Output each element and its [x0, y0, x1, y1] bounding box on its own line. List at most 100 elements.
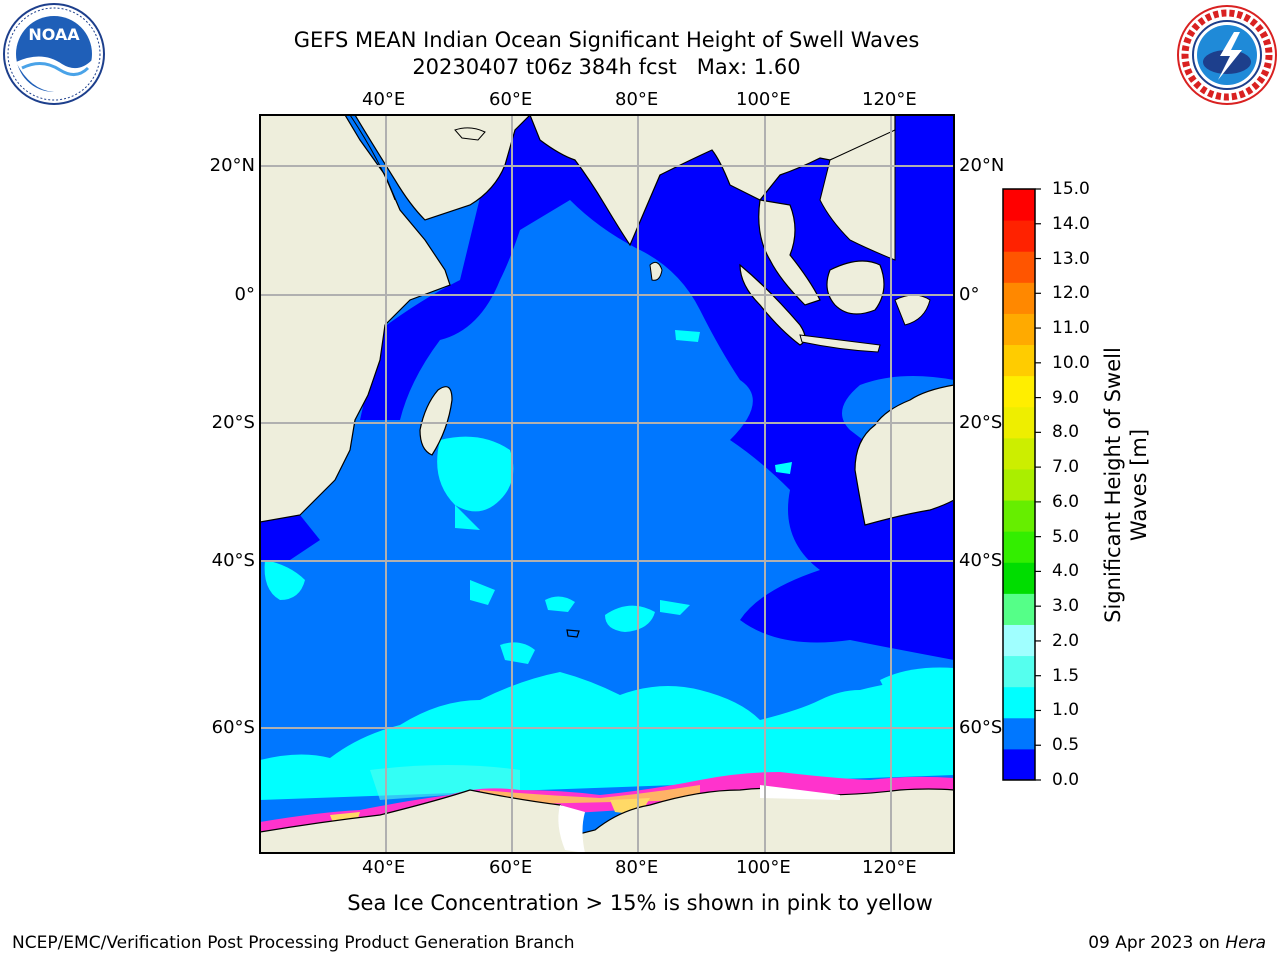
swell-patch-4 — [605, 605, 655, 632]
lon-tick-top-40e: 40°E — [362, 89, 406, 110]
producer-credit: NCEP/EMC/Verification Post Processing Pr… — [12, 933, 575, 953]
ocean-swell-low-west — [260, 515, 320, 560]
colorbar-band — [1003, 748, 1035, 781]
lat-tick-left-0: 0° — [234, 284, 255, 305]
colorbar-tick-label: 12.0 — [1052, 283, 1090, 304]
map-frame — [259, 114, 955, 854]
lon-tick-top-120e: 120°E — [862, 89, 917, 110]
colorbar-band — [1003, 686, 1035, 719]
colorbar-tick-label: 11.0 — [1052, 318, 1090, 339]
lon-tick-bottom-60e: 60°E — [489, 857, 533, 878]
colorbar-band — [1003, 500, 1035, 532]
land-gulf — [454, 127, 486, 141]
colorbar-band — [1003, 344, 1035, 377]
ocean-swell-low-north — [360, 115, 954, 660]
colorbar-tick-label: 9.0 — [1052, 387, 1080, 408]
colorbar-frame — [1002, 188, 1036, 781]
colorbar-tick-label: 10.0 — [1052, 352, 1090, 373]
colorbar-tick-label: 0.5 — [1052, 735, 1080, 756]
land-madagascar — [419, 386, 453, 456]
colorbar-band — [1003, 406, 1035, 439]
ice-shelf-east — [760, 785, 840, 800]
swell-patch-6 — [264, 560, 305, 600]
colorbar-tick-label: 14.0 — [1052, 213, 1090, 234]
lon-tick-top-80e: 80°E — [615, 89, 659, 110]
lon-tick-top-60e: 60°E — [489, 89, 533, 110]
lat-tick-left-60s: 60°S — [211, 717, 255, 738]
generation-stamp: 09 Apr 2023 on Hera — [1088, 933, 1266, 953]
map-area — [260, 115, 954, 853]
colorbar-tick-label: 3.0 — [1052, 596, 1080, 617]
land-antarctica — [260, 787, 954, 853]
lat-tick-left-20s: 20°S — [211, 412, 255, 433]
lon-tick-bottom-40e: 40°E — [362, 857, 406, 878]
colorbar-band — [1003, 655, 1035, 688]
land-indochina — [819, 129, 896, 261]
lat-tick-left-40s: 40°S — [211, 550, 255, 571]
land-arabia — [354, 115, 531, 221]
land-sri-lanka — [649, 261, 663, 281]
colorbar-tick-label: 6.0 — [1052, 491, 1080, 512]
coast-red-sea — [349, 115, 396, 201]
colorbar-tick-label: 5.0 — [1052, 526, 1080, 547]
colorbar-band — [1003, 437, 1035, 470]
colorbar-tick-label: 1.0 — [1052, 700, 1080, 721]
lat-tick-right-40s: 40°S — [959, 550, 1003, 571]
colorbar-tick-label: 8.0 — [1052, 422, 1080, 443]
colorbar-tick-label: 7.0 — [1052, 457, 1080, 478]
colorbar-band — [1003, 624, 1035, 657]
colorbar-band — [1003, 593, 1035, 625]
chart-subtitle: 20230407 t06z 384h fcst Max: 1.60 — [412, 55, 801, 79]
noaa-logo-text: NOAA — [28, 25, 80, 44]
land-australia — [854, 384, 954, 526]
stamp-host: Hera — [1225, 933, 1266, 953]
land-africa — [260, 115, 451, 523]
stamp-date: 09 Apr 2023 on — [1088, 933, 1226, 953]
swell-patch-10 — [775, 462, 792, 474]
colorbar-tick-label: 4.0 — [1052, 561, 1080, 582]
colorbar-band — [1003, 313, 1035, 346]
swell-patch-7 — [470, 580, 495, 605]
colorbar-tick-label: 2.0 — [1052, 630, 1080, 651]
swell-patch-2 — [455, 505, 480, 530]
colorbar-band — [1003, 375, 1035, 408]
land-india-asia — [529, 115, 896, 247]
swell-patch-1 — [437, 436, 514, 512]
swell-band-southeast — [880, 667, 954, 700]
nws-logo — [1177, 5, 1277, 105]
colorbar-tick-label: 15.0 — [1052, 179, 1090, 199]
colorbar-band — [1003, 531, 1035, 563]
colorbar-label: Significant Height of Swell Waves [m] — [1101, 347, 1151, 623]
colorbar-band — [1003, 468, 1035, 501]
land-kerguelen — [566, 629, 580, 638]
lat-tick-right-20s: 20°S — [959, 412, 1003, 433]
colorbar-band — [1003, 562, 1035, 594]
lon-tick-bottom-120e: 120°E — [862, 857, 917, 878]
lat-tick-left-20n: 20°N — [209, 155, 255, 176]
map-gridlines — [260, 115, 954, 853]
chart-title: GEFS MEAN Indian Ocean Significant Heigh… — [293, 28, 920, 52]
colorbar-tick-label: 0.0 — [1052, 770, 1080, 790]
colorbar-band — [1003, 189, 1035, 221]
colorbar-band — [1003, 220, 1035, 252]
swell-patch-5 — [660, 600, 690, 615]
land-java — [799, 334, 881, 353]
ice-shelf-amery — [558, 805, 585, 853]
colorbar-tick-label: 1.5 — [1052, 665, 1080, 686]
lon-tick-bottom-80e: 80°E — [615, 857, 659, 878]
lon-tick-bottom-100e: 100°E — [736, 857, 791, 878]
colorbar-tick-label: 13.0 — [1052, 248, 1090, 269]
colorbar-band — [1003, 282, 1035, 314]
colorbar — [1003, 188, 1041, 781]
noaa-logo: NOAA — [3, 3, 105, 105]
swell-patch-8 — [675, 330, 700, 342]
sea-ice-footnote: Sea Ice Concentration > 15% is shown in … — [347, 891, 933, 915]
colorbar-band — [1003, 251, 1035, 283]
land-borneo — [826, 260, 885, 315]
colorbar-band — [1003, 717, 1035, 750]
swell-patch-3 — [545, 596, 575, 612]
lat-tick-right-60s: 60°S — [959, 717, 1003, 738]
lon-tick-top-100e: 100°E — [736, 89, 791, 110]
lat-tick-right-20n: 20°N — [959, 155, 1005, 176]
